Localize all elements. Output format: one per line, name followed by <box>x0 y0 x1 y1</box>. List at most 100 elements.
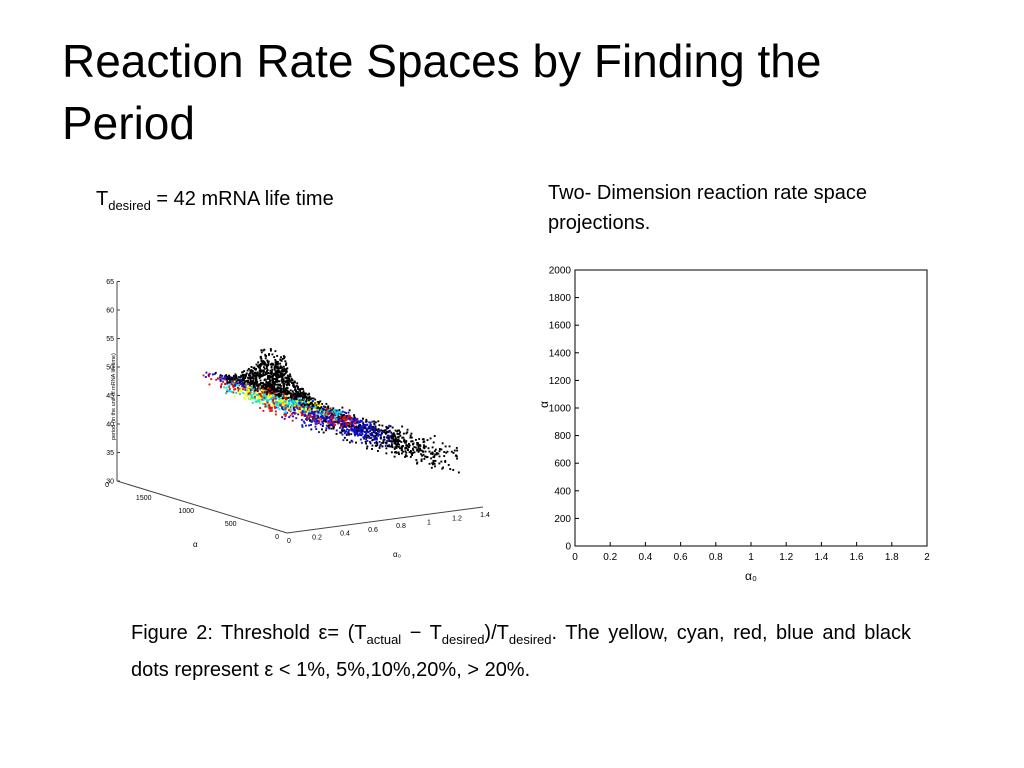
point-black <box>401 436 404 439</box>
point-black <box>392 432 395 435</box>
point-red <box>289 410 292 413</box>
point-black <box>424 445 427 448</box>
point-black <box>440 448 443 451</box>
point-blue <box>356 431 359 434</box>
point-black <box>268 382 271 385</box>
point-yellow <box>301 400 304 403</box>
point-red <box>279 404 281 407</box>
point-blue <box>314 420 316 423</box>
point-cyan <box>302 407 305 410</box>
point-black <box>265 393 268 396</box>
point-yellow <box>275 399 278 402</box>
point-black <box>409 434 412 437</box>
point-black <box>271 386 274 389</box>
point-blue <box>365 428 368 431</box>
z-axis-label: period (in the unit of mRNA lifetime) <box>111 353 117 440</box>
point-yellow <box>330 407 333 410</box>
point-black <box>287 390 290 393</box>
point-black <box>413 451 416 454</box>
point-black <box>299 389 302 392</box>
point-blue <box>352 418 354 421</box>
point-blue <box>355 421 358 424</box>
point-blue <box>221 377 224 380</box>
point-blue <box>329 419 332 422</box>
point-blue <box>346 432 349 435</box>
point-black <box>340 423 343 426</box>
point-yellow <box>307 402 310 405</box>
point-black <box>274 393 277 396</box>
point-blue <box>368 425 371 428</box>
caption-text-1: Figure 2: Threshold ε= (T <box>131 622 367 644</box>
point-red <box>272 399 274 402</box>
point-black <box>319 407 322 410</box>
point-black <box>260 385 263 388</box>
point-yellow <box>306 410 309 413</box>
point-black <box>290 397 293 400</box>
point-blue <box>344 423 346 426</box>
point-black <box>271 383 274 386</box>
point-cyan <box>333 410 336 413</box>
point-yellow <box>308 407 311 410</box>
point-blue <box>328 427 331 430</box>
point-blue <box>366 430 369 433</box>
point-black <box>227 378 230 381</box>
point-black <box>260 369 263 372</box>
point-black <box>259 356 262 359</box>
point-red <box>283 396 286 399</box>
point-blue <box>241 383 244 386</box>
x-tick-label: 0.2 <box>603 552 617 563</box>
point-black <box>308 403 311 406</box>
point-red <box>330 417 333 420</box>
point-black <box>239 376 242 379</box>
point-black <box>285 368 288 371</box>
point-blue <box>377 434 379 437</box>
point-black <box>318 408 321 411</box>
point-black <box>261 374 264 377</box>
point-cyan <box>250 394 253 397</box>
point-blue <box>235 382 238 385</box>
point-red <box>282 408 285 411</box>
point-black <box>269 382 272 385</box>
point-black <box>419 447 422 450</box>
point-blue <box>281 408 284 411</box>
point-black <box>291 379 294 382</box>
point-black <box>265 386 268 389</box>
point-cyan <box>239 393 241 396</box>
point-black <box>251 369 254 372</box>
point-black <box>431 462 434 465</box>
point-blue <box>322 417 325 420</box>
point-blue <box>348 429 350 431</box>
point-cyan <box>238 387 241 390</box>
point-blue <box>286 411 289 414</box>
point-black <box>289 375 292 378</box>
point-black <box>341 406 344 409</box>
point-blue <box>321 417 324 419</box>
point-black <box>305 396 308 399</box>
point-blue <box>249 389 252 392</box>
point-black <box>275 362 278 365</box>
caption-text-2: − T <box>401 622 442 644</box>
point-yellow <box>247 390 250 393</box>
point-black <box>254 389 257 392</box>
point-red <box>292 396 295 399</box>
point-black <box>312 403 315 406</box>
point-blue <box>239 379 242 382</box>
point-black <box>248 373 251 376</box>
point-black <box>257 361 260 364</box>
point-blue <box>293 394 296 397</box>
point-black <box>249 374 252 377</box>
x-tick-label: 1.4 <box>814 552 828 563</box>
point-black <box>343 425 346 428</box>
point-red <box>207 375 210 378</box>
point-cyan <box>245 383 248 386</box>
point-blue <box>386 435 389 438</box>
point-red <box>335 417 338 419</box>
point-cyan <box>340 414 343 417</box>
point-black <box>389 425 392 428</box>
point-blue <box>204 376 207 378</box>
point-red <box>244 383 247 386</box>
point-red <box>331 415 334 418</box>
point-black <box>397 436 400 439</box>
point-blue <box>360 420 363 422</box>
point-red <box>304 410 307 413</box>
